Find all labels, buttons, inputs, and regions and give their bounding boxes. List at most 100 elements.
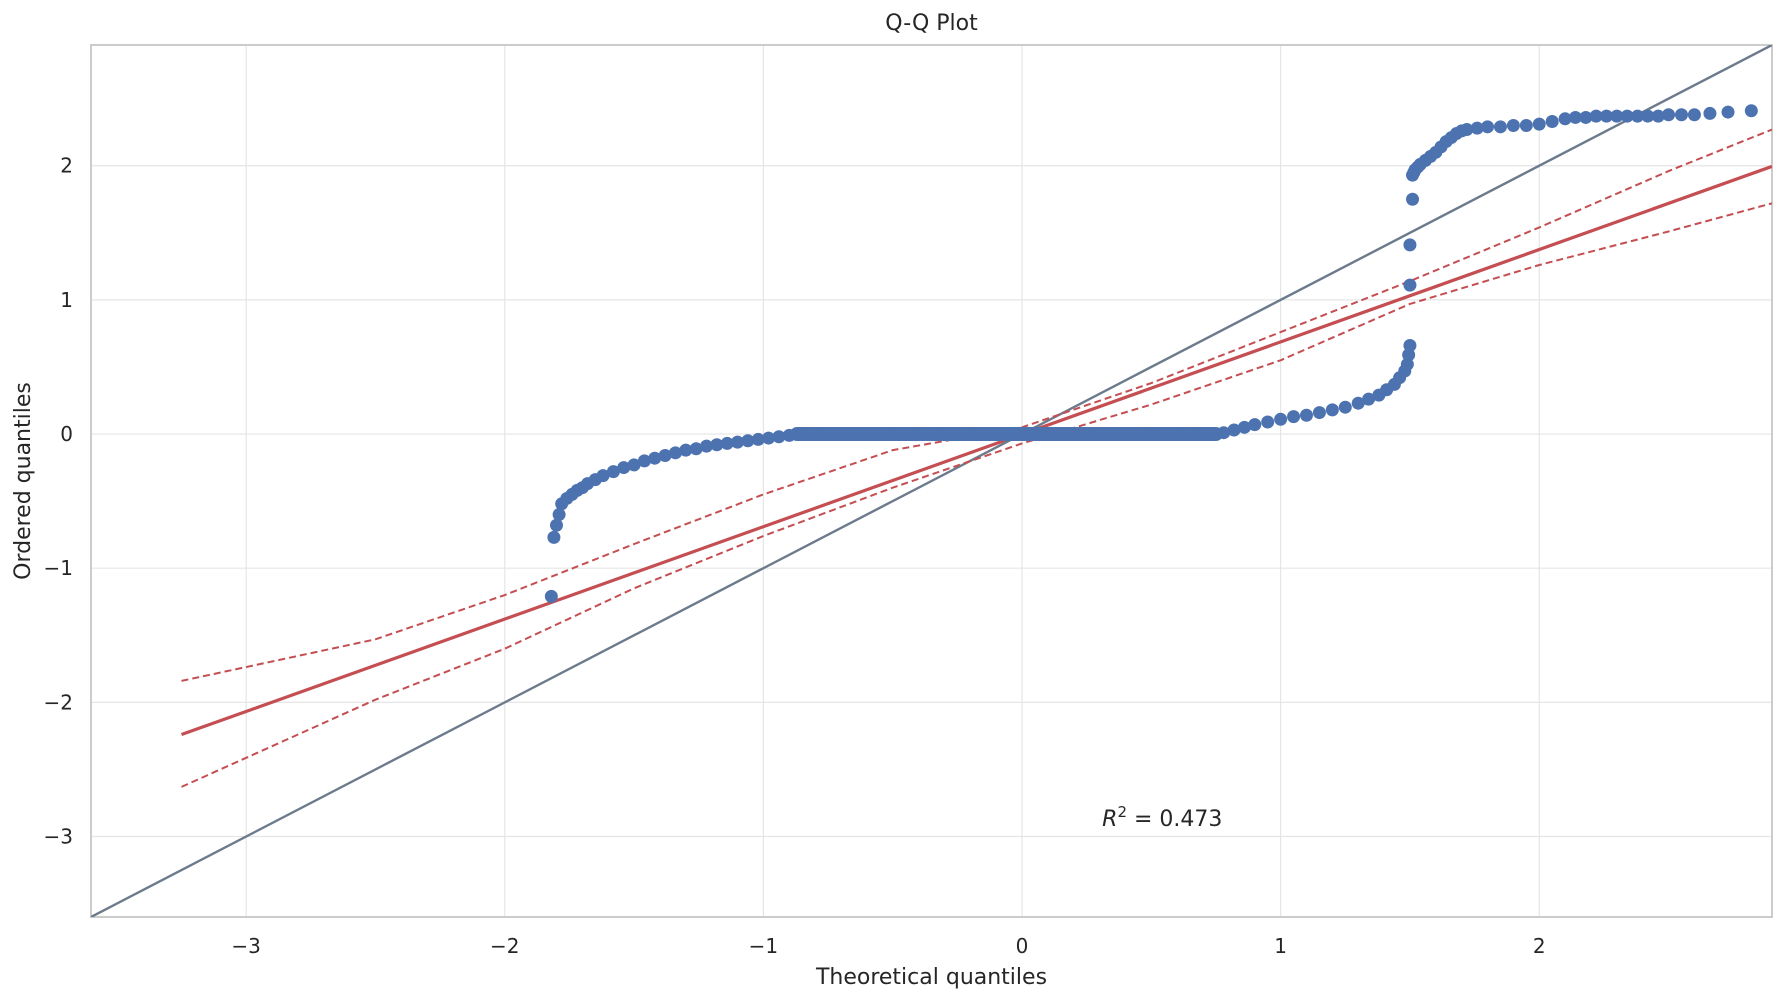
data-point (860, 427, 874, 441)
data-point (1558, 112, 1572, 126)
data-point (720, 436, 734, 450)
y-tick-labels: −3 −2 −1 0 1 2 (44, 154, 73, 849)
data-point (963, 427, 977, 441)
x-tick-label: 1 (1274, 934, 1287, 958)
data-point (627, 458, 641, 472)
data-point (550, 518, 564, 532)
r-squared-exponent: 2 (1117, 803, 1127, 821)
data-point (710, 438, 724, 452)
data-point (1674, 108, 1688, 122)
data-point (989, 427, 1003, 441)
x-tick-label: 2 (1533, 934, 1546, 958)
x-tick-labels: −3 −2 −1 0 1 2 (231, 934, 1545, 958)
data-point (1519, 118, 1533, 132)
r-squared-annotation: R2 = 0.473 (1102, 803, 1222, 832)
data-point (1651, 109, 1665, 123)
data-point (1403, 278, 1417, 292)
data-point (1237, 420, 1251, 434)
data-point (1744, 104, 1758, 118)
data-point (658, 449, 672, 463)
data-point (544, 589, 558, 603)
x-tick-label: 0 (1016, 934, 1029, 958)
data-point (596, 469, 610, 483)
plot-content (91, 45, 1772, 917)
data-point (741, 434, 755, 448)
y-tick-label: 1 (60, 288, 73, 312)
data-point (1261, 415, 1275, 429)
data-point (1312, 406, 1326, 420)
data-point (1287, 410, 1301, 424)
data-point (1362, 392, 1376, 406)
data-point (1067, 427, 1081, 441)
data-point (1589, 109, 1603, 123)
data-point (1118, 427, 1132, 441)
data-point (668, 446, 682, 460)
data-point (1641, 109, 1655, 123)
y-tick-label: −2 (44, 690, 73, 714)
x-tick-label: −3 (231, 934, 260, 958)
chart-title: Q-Q Plot (885, 11, 978, 36)
data-point (1721, 105, 1735, 119)
data-point (1093, 427, 1107, 441)
data-point (1703, 106, 1717, 120)
grid-lines (91, 45, 1772, 917)
data-point (648, 451, 662, 465)
data-point (1041, 427, 1055, 441)
data-point (1170, 427, 1184, 441)
data-point (1481, 120, 1495, 134)
data-point (606, 465, 620, 479)
data-point (834, 427, 848, 441)
data-point (1248, 418, 1262, 432)
data-point (1196, 427, 1210, 441)
r-squared-symbol: R (1102, 807, 1117, 832)
data-point (617, 461, 631, 475)
data-point (1274, 412, 1288, 426)
y-tick-label: 0 (60, 422, 73, 446)
data-point (790, 427, 804, 441)
data-point (1406, 192, 1420, 206)
x-tick-label: −1 (749, 934, 778, 958)
data-point (886, 427, 900, 441)
data-point (637, 454, 651, 468)
data-point (1217, 426, 1231, 440)
y-axis-label: Ordered quantiles (11, 382, 36, 580)
plot-area (91, 45, 1772, 917)
data-point (1338, 400, 1352, 414)
data-point (1506, 118, 1520, 132)
data-point (547, 530, 561, 544)
y-tick-label: −3 (44, 825, 73, 849)
data-point (1687, 108, 1701, 122)
data-point (808, 427, 822, 441)
data-point (762, 431, 776, 445)
data-point (1579, 110, 1593, 124)
lower-band-line (181, 202, 1772, 788)
data-point (751, 432, 765, 446)
data-point (937, 427, 951, 441)
data-point (700, 439, 714, 453)
data-point (1403, 238, 1417, 252)
data-point (1015, 427, 1029, 441)
data-point (1299, 408, 1313, 422)
upper-band-line (181, 128, 1772, 682)
data-point (1325, 403, 1339, 417)
data-point (1662, 108, 1676, 122)
data-point (1610, 109, 1624, 123)
data-point (1227, 423, 1241, 437)
data-point (1532, 117, 1546, 131)
data-point (1568, 110, 1582, 124)
y-tick-label: 2 (60, 154, 73, 178)
data-point (1493, 120, 1507, 134)
data-point (1351, 396, 1365, 410)
data-point (731, 435, 745, 449)
data-point (1144, 427, 1158, 441)
data-point (1620, 109, 1634, 123)
fit-line (180, 164, 1772, 737)
data-point (1545, 114, 1559, 128)
r-squared-value: = 0.473 (1127, 807, 1222, 832)
reference-line (91, 45, 1772, 917)
plot-frame (90, 44, 1773, 918)
data-point (689, 442, 703, 456)
data-point (552, 508, 566, 522)
data-point (1460, 123, 1474, 137)
